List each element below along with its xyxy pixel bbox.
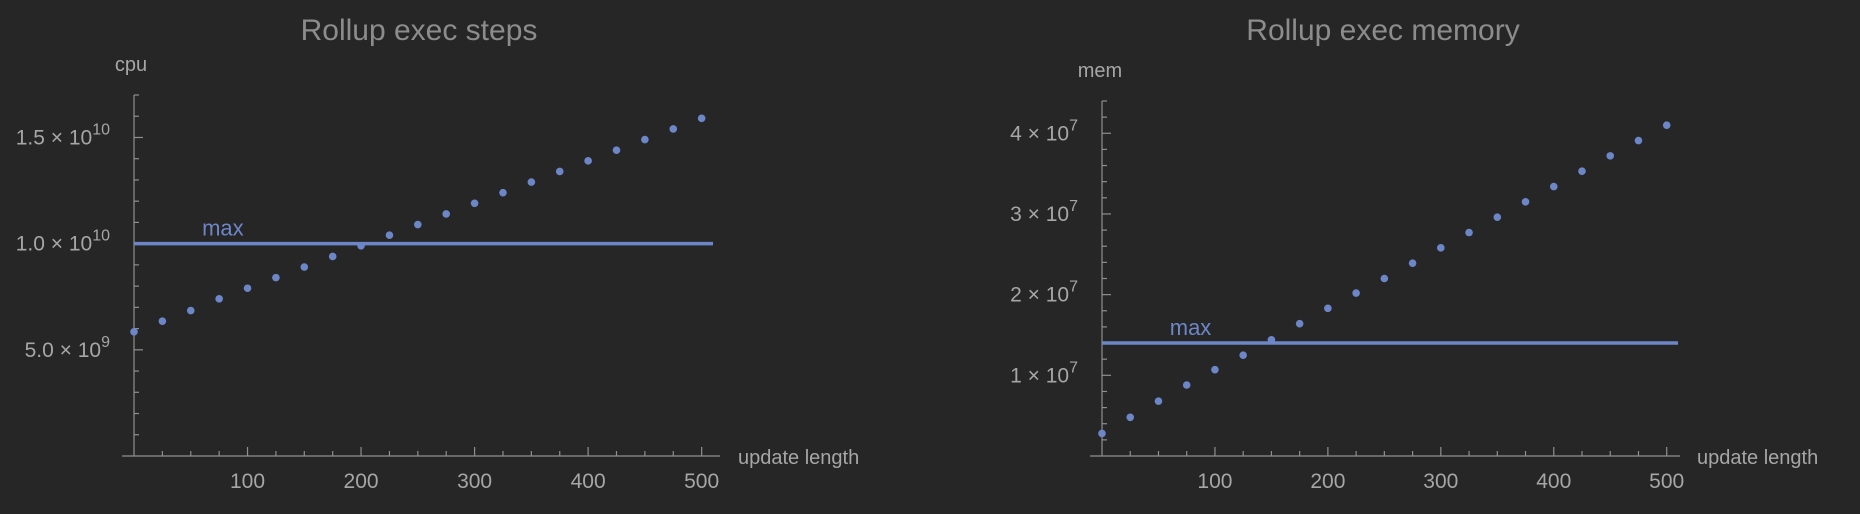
y-tick-label: 5.0 × 109 [25,334,110,362]
y-tick-label: 1.0 × 1010 [16,228,110,256]
data-point [584,157,592,165]
data-point [1408,259,1417,267]
x-tick-label: 400 [1536,470,1571,493]
data-point [186,306,195,315]
chart-title: Rollup exec memory [1246,14,1519,47]
data-point [1521,198,1530,206]
chart-cpu: Rollup exec steps cpu update length 100 2… [16,14,860,493]
x-tick-label: 200 [1310,470,1345,493]
y-tick-label: 1 × 107 [1010,359,1078,387]
data-point [1465,228,1473,237]
data-point [158,317,167,325]
ticks: 100 200 300 400 500 5.0 × 109 1.0 × 1010 1.5 × … [16,94,719,493]
data-point [215,295,223,303]
y-axis-label: mem [1078,60,1122,82]
y-tick-label: 3 × 107 [1010,198,1078,226]
y-tick-label: 4 × 107 [1010,117,1078,145]
data-point [1578,167,1586,175]
data-point [385,231,394,239]
data-point [243,284,252,293]
max-label: max [1170,315,1212,340]
max-line-group: max [134,216,713,246]
x-tick-label: 100 [1197,470,1232,493]
data-point [328,252,337,261]
x-tick-label: 200 [344,470,379,493]
data-point [1267,336,1276,344]
chart-title: Rollup exec steps [301,14,538,47]
x-tick-label: 500 [1649,470,1684,493]
data-point [470,199,479,208]
data-point [130,327,138,336]
data-point [1211,365,1219,374]
data-point [1634,136,1643,145]
data-point [1606,152,1615,160]
y-tick-label: 2 × 107 [1010,279,1078,307]
data-point [300,263,309,271]
data-point [1493,213,1502,221]
data-point [272,273,280,282]
chart-memory: Rollup exec memory mem update length 100… [1010,14,1818,493]
data-point [442,210,451,218]
data-point [641,135,649,144]
max-line-group: max [1102,315,1678,345]
x-axis-label: update length [738,447,859,469]
data-point [1437,244,1445,252]
data-point [1126,413,1135,422]
y-tick-label: 1.5 × 1010 [16,121,110,149]
data-point [1352,289,1360,297]
y-axis-label: cpu [115,54,147,76]
data-point [1324,304,1332,313]
x-tick-label: 400 [571,470,606,493]
x-tick-label: 500 [684,470,719,493]
data-point [1182,381,1191,389]
data-point [527,178,536,186]
max-label: max [202,216,244,241]
data-point [697,114,706,123]
x-tick-label: 300 [457,470,492,493]
data-point [499,188,507,197]
data-points [130,114,706,336]
data-point [1549,182,1558,191]
ticks: 100 200 300 400 500 1 × 107 2 × 107 3 × 107 4 × … [1010,100,1684,493]
data-points [1098,121,1671,438]
data-point [555,167,564,176]
data-point [1662,121,1671,130]
data-point [669,125,678,133]
data-point [1295,319,1304,328]
data-point [414,220,422,229]
data-point [1239,351,1247,359]
x-tick-label: 300 [1423,470,1458,493]
data-point [357,241,365,250]
data-point [612,146,621,155]
x-axis-label: update length [1697,447,1818,469]
data-point [1154,397,1163,405]
data-point [1380,274,1389,283]
x-tick-label: 100 [230,470,265,493]
data-point [1098,429,1106,438]
